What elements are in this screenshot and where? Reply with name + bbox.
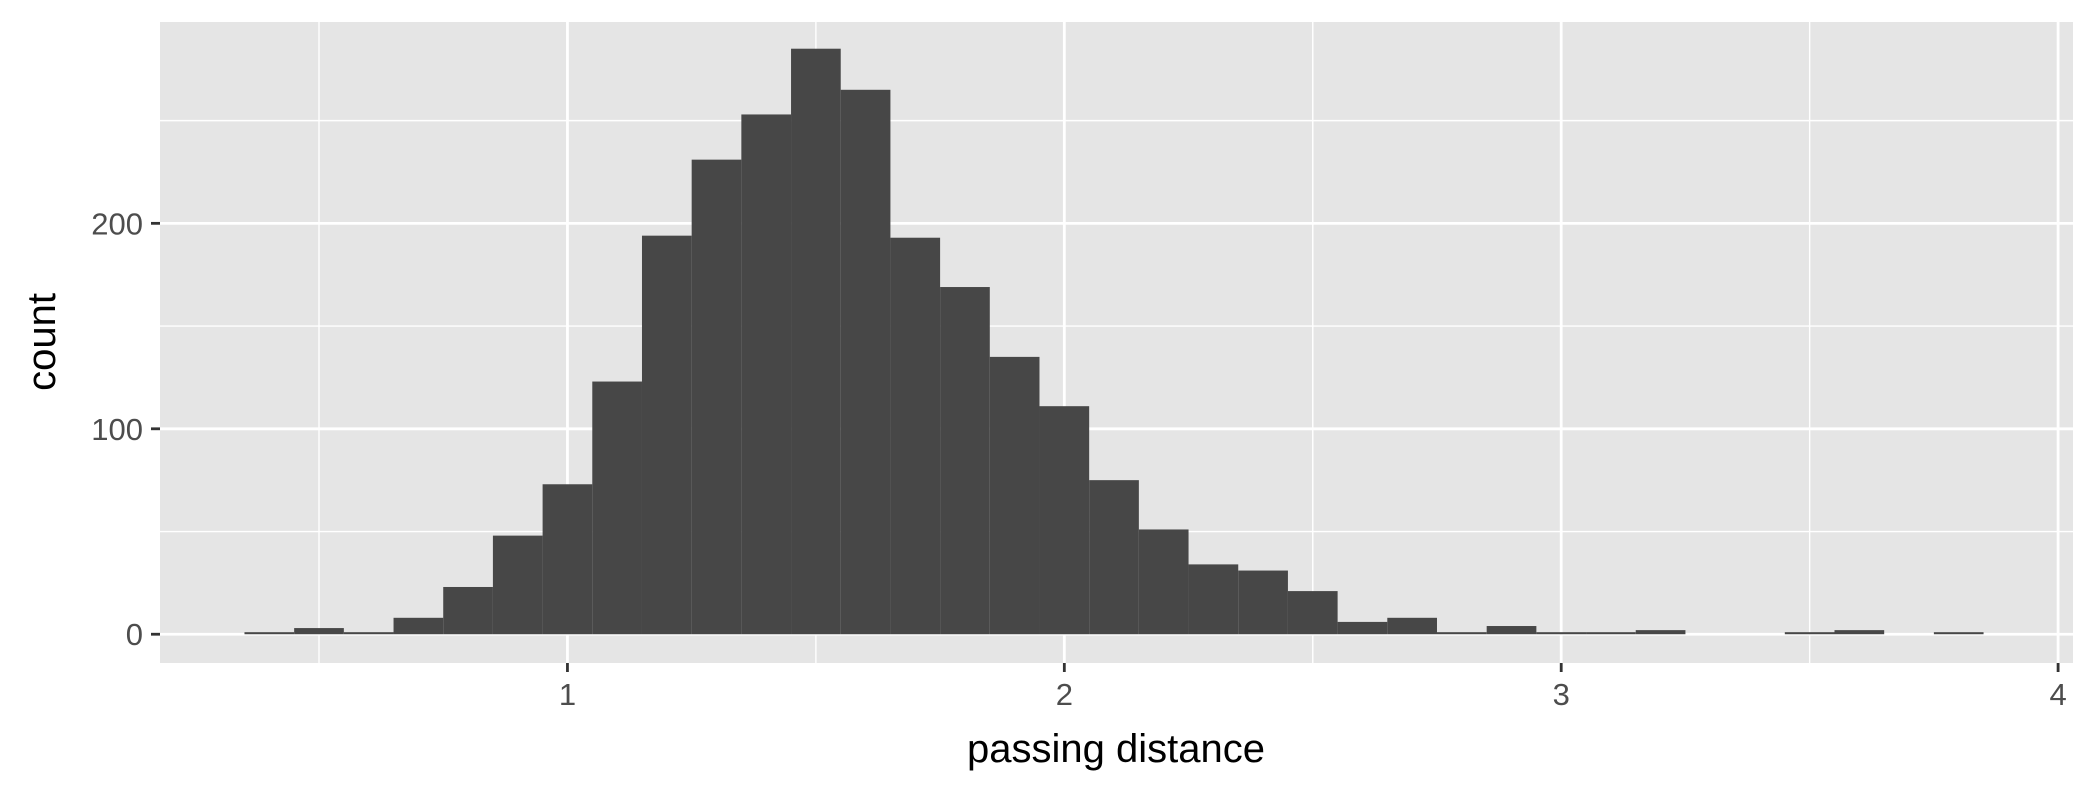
x-tick-label: 3: [1553, 677, 1570, 712]
histogram-bar: [1287, 591, 1338, 635]
histogram-bar: [1238, 570, 1288, 635]
x-tick-label: 2: [1056, 677, 1073, 712]
x-axis-title: passing distance: [967, 727, 1265, 771]
y-axis-tick-labels: 0 100 200: [91, 206, 143, 652]
y-tick-label: 0: [126, 617, 143, 652]
histogram-bar: [890, 237, 941, 635]
histogram-bar: [1933, 632, 1984, 635]
histogram-bars: [244, 48, 1984, 635]
histogram-bar: [1387, 617, 1437, 635]
histogram-bar: [691, 159, 742, 635]
histogram-bar: [1536, 632, 1587, 635]
histogram-bar: [940, 287, 990, 635]
histogram-bar: [492, 535, 543, 635]
histogram-bar: [641, 235, 692, 635]
histogram-bar: [592, 381, 642, 635]
histogram-bar: [542, 484, 593, 635]
histogram-bar: [1436, 632, 1487, 635]
x-tick-label: 4: [2049, 677, 2066, 712]
y-axis-title: count: [20, 293, 64, 391]
histogram-bar: [989, 356, 1040, 635]
histogram-bar: [1089, 480, 1139, 635]
histogram-bar: [1039, 406, 1090, 635]
histogram-bar: [443, 586, 493, 635]
histogram-bar: [1834, 630, 1885, 635]
histogram-bar: [791, 48, 841, 635]
axis-ticks: [151, 221, 2060, 672]
histogram-bar: [393, 617, 444, 635]
histogram-bar: [1337, 621, 1388, 635]
histogram-bar: [244, 632, 295, 635]
major-gridlines: [160, 22, 2073, 663]
histogram-bar: [1486, 626, 1537, 635]
y-tick-label: 200: [91, 206, 143, 241]
histogram-bar: [1188, 564, 1239, 635]
x-tick-label: 1: [559, 677, 576, 712]
histogram-bar: [294, 628, 344, 635]
x-axis-tick-labels: 1 2 3 4: [559, 677, 2067, 712]
y-tick-label: 100: [91, 412, 143, 447]
histogram-bar: [741, 114, 792, 635]
histogram-bar: [1586, 632, 1636, 635]
histogram-bar: [1635, 630, 1686, 635]
histogram-bar: [1138, 529, 1189, 635]
histogram-bar: [840, 89, 891, 635]
histogram-bar: [1784, 632, 1835, 635]
histogram-bar: [343, 632, 394, 635]
